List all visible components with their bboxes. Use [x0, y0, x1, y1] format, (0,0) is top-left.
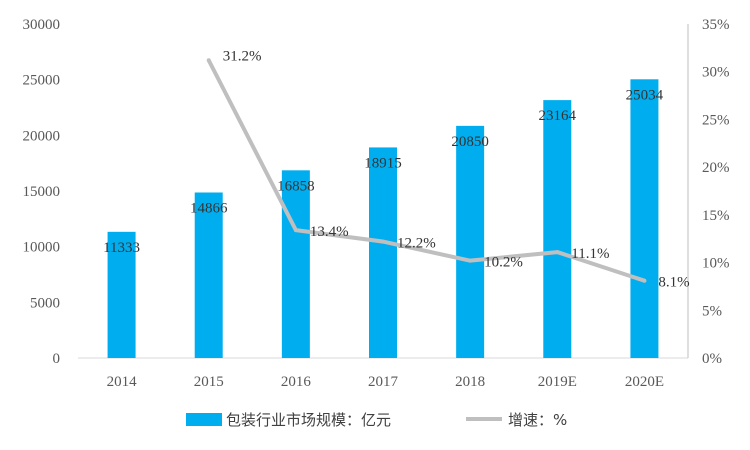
- left-axis-ticks: 0 5000 10000 15000 20000 25000 30000: [23, 17, 61, 367]
- line-data-label: 10.2%: [484, 255, 523, 271]
- right-axis-ticks: 0% 5% 10% 15% 20% 25% 30% 35%: [702, 17, 730, 367]
- bar-data-label: 20850: [451, 134, 489, 150]
- bar-data-label: 14866: [190, 200, 228, 216]
- line-data-label: 13.4%: [310, 224, 349, 240]
- right-tick-label: 20%: [702, 160, 730, 176]
- line-data-label: 12.2%: [397, 236, 436, 252]
- bar-data-label: 18915: [364, 155, 402, 171]
- right-tick-label: 30%: [702, 65, 730, 81]
- x-tick-label: 2015: [194, 374, 224, 390]
- x-tick-label: 2018: [455, 374, 485, 390]
- bar-data-label: 11333: [103, 240, 140, 256]
- x-tick-label: 2020E: [625, 374, 664, 390]
- bar: [281, 170, 310, 358]
- left-tick-label: 15000: [23, 184, 61, 200]
- line-point: [555, 250, 560, 255]
- line-point: [468, 258, 473, 263]
- bar-data-label: 23164: [539, 108, 577, 124]
- left-tick-label: 0: [53, 351, 61, 367]
- line-data-labels: 31.2% 13.4% 12.2% 10.2% 11.1% 8.1%: [223, 48, 690, 290]
- bar: [543, 100, 572, 358]
- line-point: [642, 278, 647, 283]
- legend-bar-swatch: [186, 413, 222, 426]
- right-tick-label: 10%: [702, 256, 730, 272]
- legend: 包装行业市场规模：亿元 增速：%: [186, 411, 567, 429]
- left-tick-label: 5000: [30, 295, 60, 311]
- line-point: [381, 239, 385, 244]
- right-tick-label: 0%: [702, 351, 722, 367]
- right-tick-label: 15%: [702, 208, 730, 224]
- right-tick-label: 35%: [702, 17, 730, 33]
- x-tick-label: 2016: [281, 374, 312, 390]
- growth-line: [206, 59, 646, 283]
- x-tick-label: 2014: [107, 374, 138, 390]
- x-tick-label: 2017: [368, 374, 399, 390]
- left-tick-label: 30000: [23, 17, 61, 33]
- legend-line-label: 增速：%: [508, 411, 567, 429]
- legend-bar-label: 包装行业市场规模：亿元: [226, 411, 391, 429]
- bar-series: [107, 79, 659, 359]
- left-tick-label: 25000: [23, 73, 61, 89]
- bar: [456, 125, 485, 359]
- bar: [630, 79, 659, 358]
- bar: [107, 231, 136, 358]
- bar-data-label: 16858: [277, 178, 315, 194]
- left-tick-label: 20000: [23, 128, 61, 144]
- x-axis-ticks: 2014 2015 2016 2017 2018 2019E 2020E: [107, 374, 664, 390]
- line-data-label: 31.2%: [223, 48, 262, 64]
- bar-data-labels: 11333 14866 16858 18915 20850 23164 25034: [103, 87, 664, 256]
- right-tick-label: 5%: [702, 303, 722, 319]
- x-tick-label: 2019E: [538, 374, 577, 390]
- line-data-label: 8.1%: [658, 275, 689, 291]
- right-tick-label: 25%: [702, 112, 730, 128]
- bar: [194, 192, 223, 358]
- bar-data-label: 25034: [626, 87, 664, 103]
- line-point: [293, 228, 298, 233]
- line-point: [206, 58, 211, 63]
- left-tick-label: 10000: [23, 240, 61, 256]
- line-series: [206, 58, 647, 283]
- bar: [369, 147, 397, 358]
- line-data-label: 11.1%: [571, 246, 609, 262]
